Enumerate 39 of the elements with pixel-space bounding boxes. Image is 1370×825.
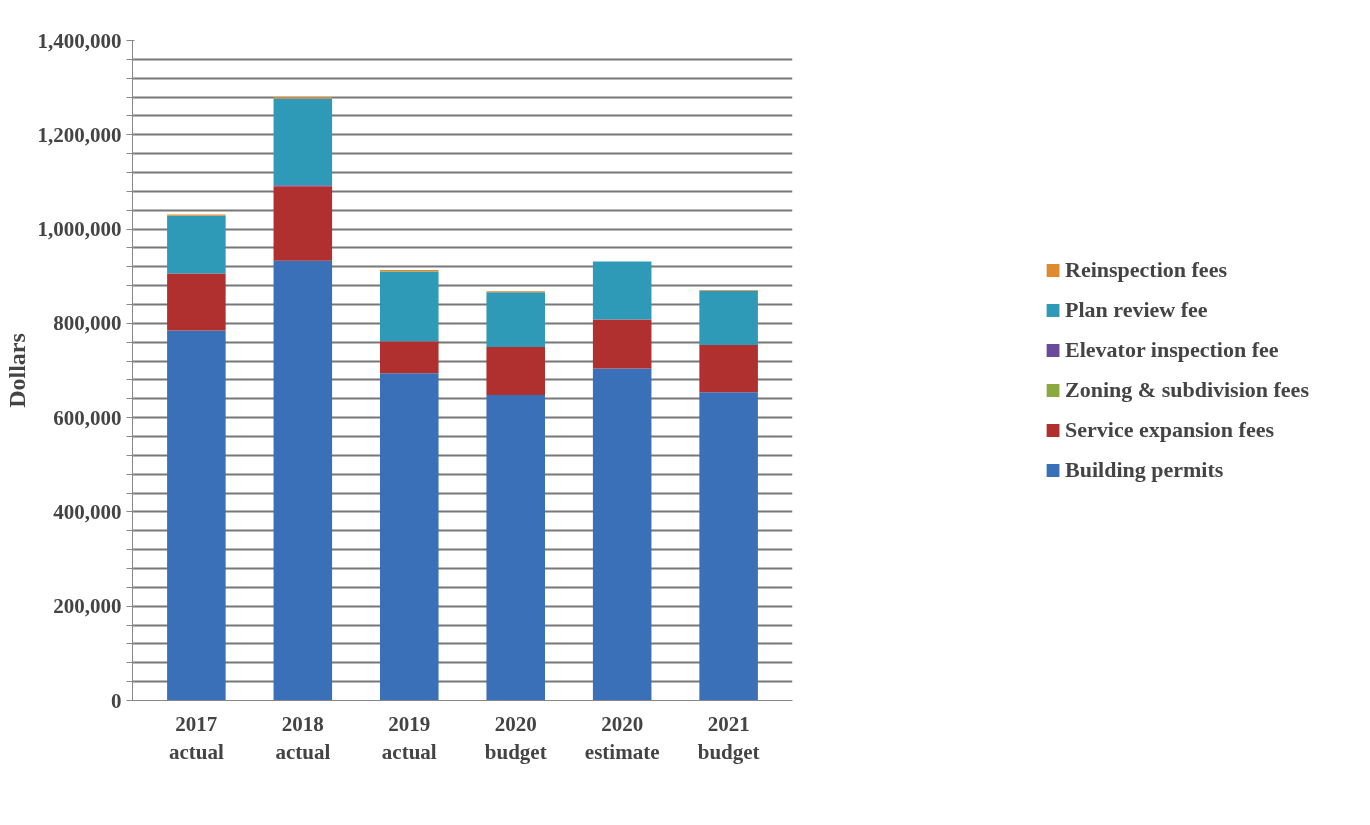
bar — [486, 395, 545, 701]
y-tick-label: 1,000,000 — [37, 217, 122, 242]
x-tick-label: 2019 actual — [381, 711, 437, 765]
legend-label: Building permits — [1065, 457, 1224, 483]
legend-label: Service expansion fees — [1065, 417, 1275, 443]
bar — [380, 341, 439, 374]
bar — [592, 261, 652, 320]
bar — [273, 186, 333, 261]
x-tick-label: 2020 estimate — [584, 711, 660, 765]
x-tick-label: 2021 budget — [697, 711, 760, 765]
y-tick-label: 200,000 — [53, 594, 122, 619]
legend-label: Plan review fee — [1065, 297, 1208, 323]
bar — [380, 373, 439, 701]
legend-label: Elevator inspection fee — [1065, 337, 1279, 363]
legend-label: Reinspection fees — [1065, 257, 1227, 283]
legend-label: Zoning & subdivision fees — [1065, 377, 1309, 403]
y-tick-label: 800,000 — [53, 311, 122, 336]
bar — [167, 215, 226, 274]
bar — [486, 292, 545, 347]
bar — [592, 319, 652, 369]
y-tick-label: 400,000 — [53, 499, 122, 524]
bar — [167, 273, 226, 331]
bar — [380, 271, 439, 342]
y-tick-label: 600,000 — [53, 405, 122, 430]
bar — [486, 346, 545, 396]
bar — [167, 330, 226, 701]
y-tick-label: 1,400,000 — [37, 28, 122, 53]
bar — [699, 290, 758, 346]
bar — [273, 98, 333, 186]
x-tick-label: 2018 actual — [275, 711, 331, 765]
y-axis-title: Dollars — [3, 333, 30, 408]
x-tick-label: 2017 actual — [168, 711, 224, 765]
bar — [592, 368, 652, 701]
bar — [699, 392, 758, 701]
y-tick-label: 0 — [111, 688, 122, 713]
bar — [273, 260, 333, 701]
bar — [699, 345, 758, 393]
y-tick-label: 1,200,000 — [37, 122, 122, 147]
x-tick-label: 2020 budget — [484, 711, 547, 765]
